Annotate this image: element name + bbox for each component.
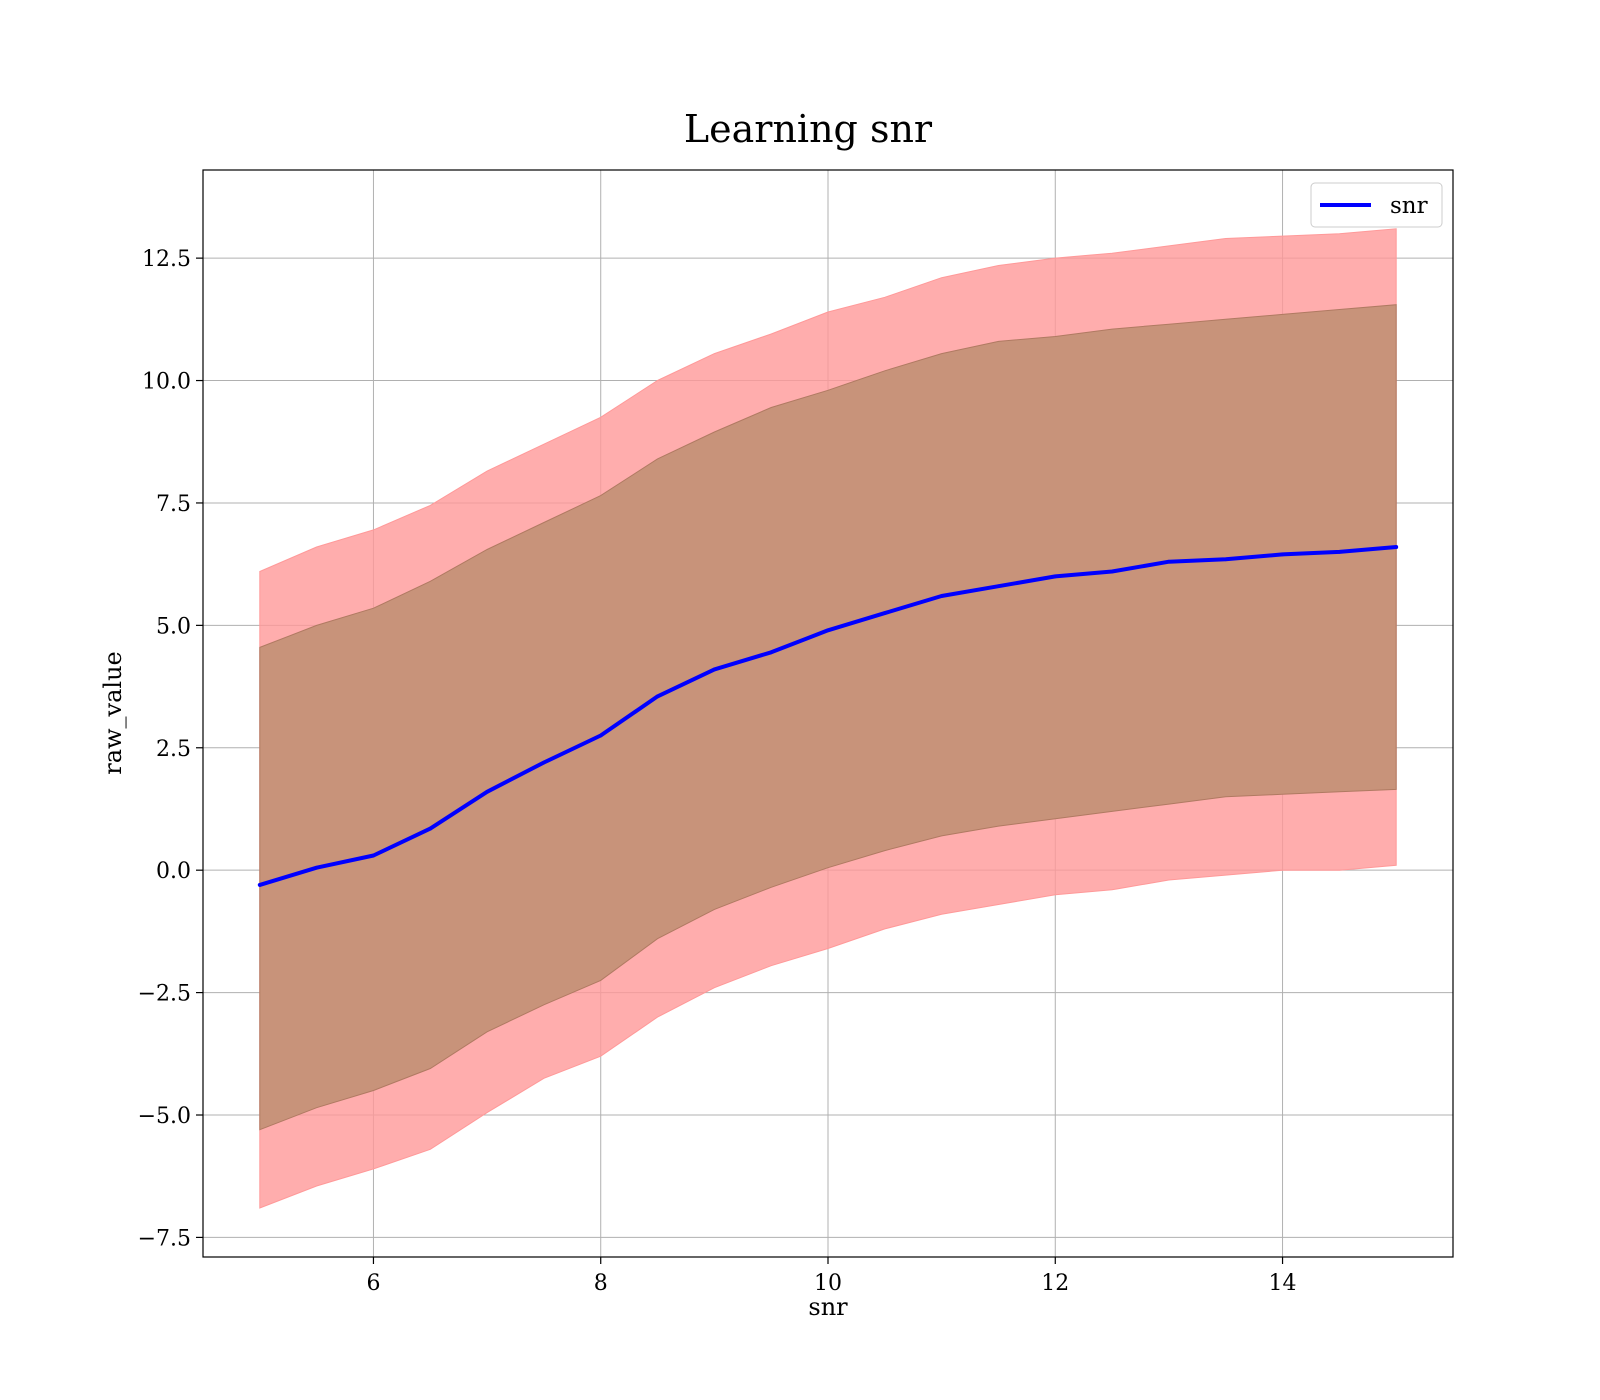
snr-data-point [1110, 569, 1114, 574]
snr-data-point [314, 865, 319, 870]
snr-data-point [939, 594, 944, 598]
y-tick-label: 10.0 [142, 370, 191, 395]
snr-data-point [996, 584, 1001, 588]
band-layer [259, 228, 1397, 1209]
y-axis-label: raw_value [99, 651, 127, 775]
y-tick-label: 5.0 [156, 614, 191, 639]
snr-data-point [598, 733, 603, 738]
chart-title: Learning snr [684, 107, 933, 151]
snr-data-point [258, 883, 262, 887]
tick-layer: 6 8 10 12 14 −7.5 −5.0 −2.5 0.0 2.5 5.0 7.5 10.0 12.5 [138, 247, 1297, 1296]
snr-data-point [485, 790, 489, 794]
legend: snr [1310, 182, 1443, 228]
snr-data-point [1053, 574, 1058, 579]
y-tick-label: −7.5 [138, 1226, 191, 1251]
y-tick-label: 12.5 [142, 247, 191, 272]
snr-data-point [655, 694, 660, 699]
x-axis-label: snr [808, 1293, 848, 1321]
snr-data-point [542, 760, 546, 765]
x-tick-label: 12 [1041, 1271, 1069, 1296]
y-tick-label: −5.0 [138, 1104, 191, 1129]
legend-box [1310, 182, 1443, 228]
x-tick-label: 6 [366, 1271, 380, 1296]
y-tick-label: −2.5 [138, 982, 191, 1007]
snr-data-point [712, 667, 717, 672]
x-tick-label: 10 [814, 1271, 842, 1296]
snr-data-point [1223, 557, 1228, 562]
snr-data-point [428, 826, 433, 831]
snr-data-point [826, 628, 830, 633]
x-tick-label: 14 [1269, 1271, 1297, 1296]
snr-data-point [883, 611, 887, 615]
legend-label-snr: snr [1390, 193, 1428, 219]
snr-data-point [371, 853, 376, 858]
snr-data-point [769, 650, 773, 655]
snr-data-point [1337, 550, 1342, 554]
inner-confidence-band [259, 304, 1397, 1131]
y-tick-label: 7.5 [156, 492, 191, 517]
snr-data-point [1280, 552, 1285, 557]
x-tick-label: 8 [594, 1271, 608, 1296]
y-tick-label: 2.5 [156, 737, 191, 762]
y-tick-label: 0.0 [156, 859, 191, 884]
snr-data-point [1394, 545, 1398, 549]
line-layer [257, 545, 1399, 887]
snr-data-point [1167, 559, 1171, 564]
